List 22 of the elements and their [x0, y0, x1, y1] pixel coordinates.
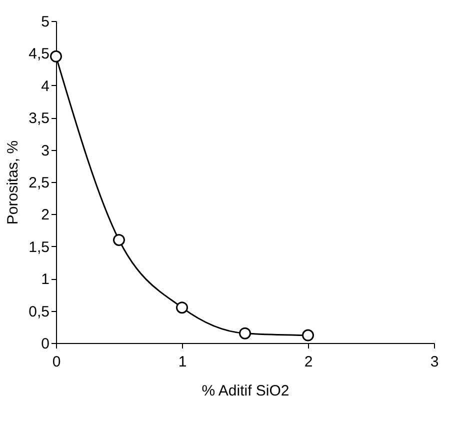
point — [113, 234, 125, 246]
x-tick-label: 3 — [430, 354, 439, 370]
point — [302, 329, 314, 342]
y-tick-label: 3,5 — [28, 110, 50, 128]
y-tick-label: 2,5 — [28, 174, 50, 192]
x-axis-title: % Aditif SiO2 — [202, 382, 290, 400]
y-tick-label: 2 — [41, 206, 50, 224]
y-tick-label: 1 — [41, 271, 50, 288]
x-tick-label: 0 — [52, 354, 61, 370]
y-tick-label: 5 — [41, 14, 50, 30]
y-tick-label: 1,5 — [28, 238, 50, 256]
y-tick-label: 4 — [41, 78, 50, 95]
y-tick-label: 0,5 — [28, 303, 50, 320]
point — [50, 50, 62, 62]
point — [239, 327, 251, 340]
x-tick-label: 2 — [304, 354, 313, 370]
y-tick-label: 3 — [41, 142, 50, 160]
x-tick-label: 1 — [178, 354, 187, 370]
y-axis-title: Porositas, % — [4, 140, 22, 225]
point — [176, 302, 188, 314]
y-tick-label: 0 — [41, 336, 50, 352]
y-tick-label: 4,5 — [28, 46, 50, 63]
